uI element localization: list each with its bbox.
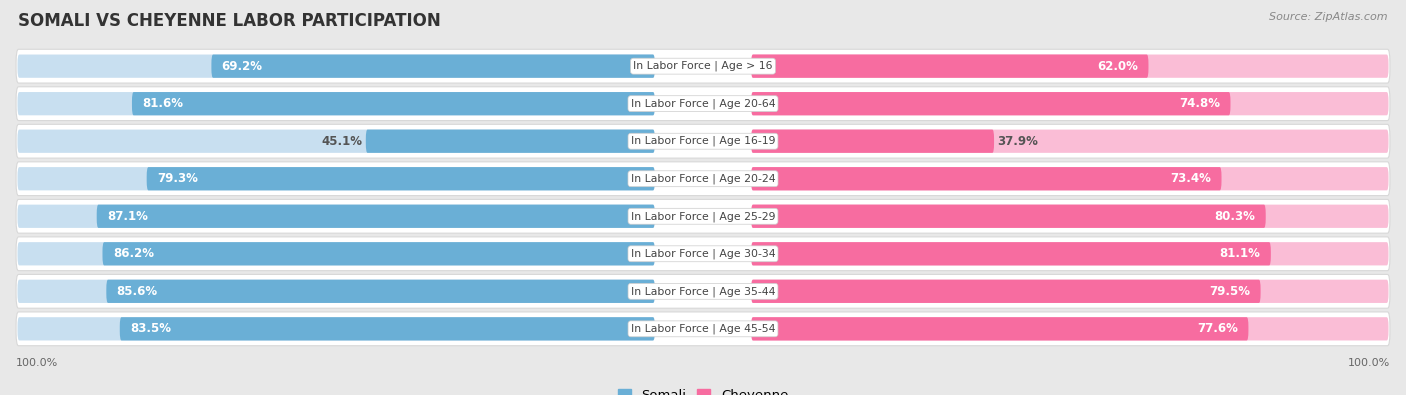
FancyBboxPatch shape bbox=[17, 280, 655, 303]
Text: 81.6%: 81.6% bbox=[142, 97, 183, 110]
FancyBboxPatch shape bbox=[751, 130, 1389, 153]
FancyBboxPatch shape bbox=[15, 162, 1391, 196]
FancyBboxPatch shape bbox=[17, 55, 655, 78]
FancyBboxPatch shape bbox=[751, 167, 1222, 190]
FancyBboxPatch shape bbox=[17, 92, 655, 115]
Text: 69.2%: 69.2% bbox=[222, 60, 263, 73]
FancyBboxPatch shape bbox=[751, 205, 1389, 228]
Text: In Labor Force | Age 45-54: In Labor Force | Age 45-54 bbox=[631, 324, 775, 334]
Text: In Labor Force | Age 25-29: In Labor Force | Age 25-29 bbox=[631, 211, 775, 222]
Text: In Labor Force | Age 20-24: In Labor Force | Age 20-24 bbox=[631, 173, 775, 184]
Text: 62.0%: 62.0% bbox=[1097, 60, 1137, 73]
FancyBboxPatch shape bbox=[17, 205, 655, 228]
FancyBboxPatch shape bbox=[751, 130, 994, 153]
FancyBboxPatch shape bbox=[751, 92, 1230, 115]
Text: 87.1%: 87.1% bbox=[107, 210, 148, 223]
FancyBboxPatch shape bbox=[15, 49, 1391, 83]
FancyBboxPatch shape bbox=[132, 92, 655, 115]
Text: 77.6%: 77.6% bbox=[1198, 322, 1239, 335]
FancyBboxPatch shape bbox=[751, 317, 1389, 340]
Text: SOMALI VS CHEYENNE LABOR PARTICIPATION: SOMALI VS CHEYENNE LABOR PARTICIPATION bbox=[18, 12, 441, 30]
Text: 85.6%: 85.6% bbox=[117, 285, 157, 298]
Text: 74.8%: 74.8% bbox=[1180, 97, 1220, 110]
Legend: Somali, Cheyenne: Somali, Cheyenne bbox=[613, 384, 793, 395]
FancyBboxPatch shape bbox=[751, 167, 1389, 190]
Text: In Labor Force | Age 16-19: In Labor Force | Age 16-19 bbox=[631, 136, 775, 147]
Text: In Labor Force | Age 35-44: In Labor Force | Age 35-44 bbox=[631, 286, 775, 297]
FancyBboxPatch shape bbox=[15, 199, 1391, 233]
FancyBboxPatch shape bbox=[97, 205, 655, 228]
FancyBboxPatch shape bbox=[751, 92, 1389, 115]
Text: 37.9%: 37.9% bbox=[997, 135, 1039, 148]
Text: 100.0%: 100.0% bbox=[15, 358, 59, 368]
FancyBboxPatch shape bbox=[120, 317, 655, 340]
FancyBboxPatch shape bbox=[751, 280, 1261, 303]
Text: In Labor Force | Age 30-34: In Labor Force | Age 30-34 bbox=[631, 248, 775, 259]
FancyBboxPatch shape bbox=[15, 124, 1391, 158]
Text: 79.3%: 79.3% bbox=[157, 172, 198, 185]
FancyBboxPatch shape bbox=[17, 167, 655, 190]
Text: 45.1%: 45.1% bbox=[322, 135, 363, 148]
FancyBboxPatch shape bbox=[751, 242, 1389, 265]
Text: 100.0%: 100.0% bbox=[1347, 358, 1391, 368]
FancyBboxPatch shape bbox=[751, 242, 1271, 265]
FancyBboxPatch shape bbox=[103, 242, 655, 265]
Text: 86.2%: 86.2% bbox=[112, 247, 153, 260]
FancyBboxPatch shape bbox=[107, 280, 655, 303]
FancyBboxPatch shape bbox=[146, 167, 655, 190]
FancyBboxPatch shape bbox=[751, 317, 1249, 340]
Text: 73.4%: 73.4% bbox=[1170, 172, 1211, 185]
FancyBboxPatch shape bbox=[751, 55, 1149, 78]
Text: In Labor Force | Age > 16: In Labor Force | Age > 16 bbox=[633, 61, 773, 71]
FancyBboxPatch shape bbox=[751, 280, 1389, 303]
Text: 83.5%: 83.5% bbox=[131, 322, 172, 335]
Text: 81.1%: 81.1% bbox=[1219, 247, 1261, 260]
FancyBboxPatch shape bbox=[15, 275, 1391, 308]
FancyBboxPatch shape bbox=[17, 317, 655, 340]
Text: In Labor Force | Age 20-64: In Labor Force | Age 20-64 bbox=[631, 98, 775, 109]
FancyBboxPatch shape bbox=[366, 130, 655, 153]
Text: 80.3%: 80.3% bbox=[1215, 210, 1256, 223]
FancyBboxPatch shape bbox=[211, 55, 655, 78]
FancyBboxPatch shape bbox=[17, 242, 655, 265]
FancyBboxPatch shape bbox=[15, 237, 1391, 271]
Text: 79.5%: 79.5% bbox=[1209, 285, 1250, 298]
Text: Source: ZipAtlas.com: Source: ZipAtlas.com bbox=[1270, 12, 1388, 22]
FancyBboxPatch shape bbox=[17, 130, 655, 153]
FancyBboxPatch shape bbox=[751, 205, 1265, 228]
FancyBboxPatch shape bbox=[15, 87, 1391, 120]
FancyBboxPatch shape bbox=[751, 55, 1389, 78]
FancyBboxPatch shape bbox=[15, 312, 1391, 346]
